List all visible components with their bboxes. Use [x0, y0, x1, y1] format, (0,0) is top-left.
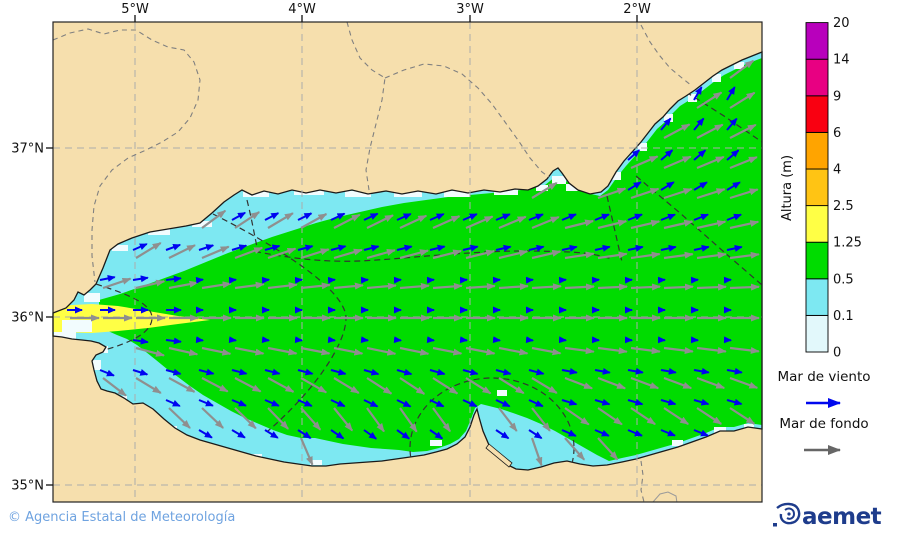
wind-arrows-field [67, 86, 743, 440]
colorbar-tick-label: 9 [833, 89, 841, 104]
lon-label-3w: 3°W [456, 2, 484, 17]
land-borders [53, 22, 693, 502]
lat-label-36n: 36°N [11, 311, 44, 326]
lon-label-5w: 5°W [121, 2, 149, 17]
swell-arrows-field [70, 59, 760, 467]
colorbar-tick-label: 1.25 [833, 236, 862, 251]
colorbar-segment [805, 314, 829, 353]
colorbar-tick-labels: 0 0.1 0.5 1.25 2.5 4 6 9 14 20 [833, 16, 862, 360]
colorbar-segment [805, 241, 829, 280]
axis-ticks [46, 15, 638, 486]
map-frame [52, 21, 763, 503]
colorbar-segment [805, 22, 829, 60]
lat-label-37n: 37°N [11, 142, 44, 157]
colorbar-segment [805, 58, 829, 97]
colorbar-cells [805, 22, 829, 353]
colorbar-tick-label: 14 [833, 53, 850, 68]
colorbar-tick-label: 6 [833, 126, 841, 141]
colorbar-tick-label: 0.5 [833, 272, 854, 287]
river-line [652, 491, 678, 502]
colorbar-tick-label: 0.1 [833, 309, 854, 324]
colorbar-segment [805, 278, 829, 316]
colorbar-tick-label: 4 [833, 163, 841, 178]
mar-chica-spit [485, 443, 513, 468]
wind-legend-label: Mar de viento [777, 369, 870, 385]
colorbar-segment [805, 168, 829, 207]
arrow-legend: Mar de viento Mar de fondo [777, 369, 871, 455]
lat-label-35n: 35°N [11, 479, 44, 494]
lon-label-4w: 4°W [288, 2, 316, 17]
colorbar: 0 0.1 0.5 1.25 2.5 4 6 9 14 20 Altura (m) [780, 16, 862, 360]
copyright-text: © Agencia Estatal de Meteorología [8, 510, 235, 525]
sea-area-moderate-wave [99, 58, 762, 461]
aemet-logo: aemet [773, 502, 882, 530]
aemet-logo-text: aemet [802, 504, 882, 530]
colorbar-tick-label: 2.5 [833, 199, 854, 214]
colorbar-segment [805, 205, 829, 243]
colorbar-title: Altura (m) [780, 155, 795, 221]
colorbar-segment [805, 95, 829, 133]
colorbar-tick-label: 20 [833, 16, 850, 31]
lon-label-2w: 2°W [623, 2, 651, 17]
colorbar-segment [805, 131, 829, 170]
aemet-spain-swirl-icon [773, 502, 801, 527]
swell-legend-label: Mar de fondo [779, 416, 868, 432]
colorbar-tick-label: 0 [833, 346, 841, 361]
